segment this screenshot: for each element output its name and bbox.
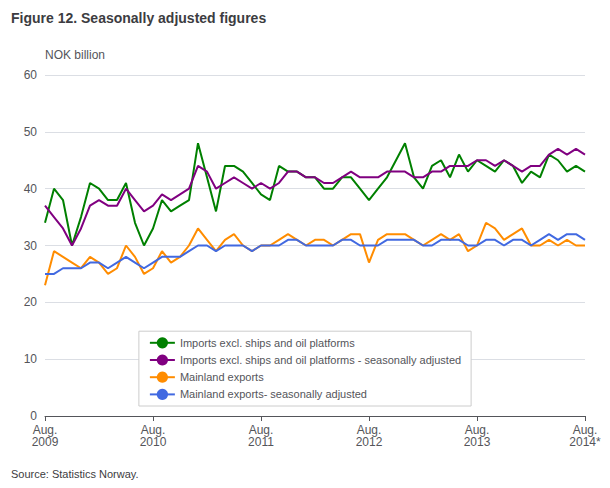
svg-text:0: 0 (30, 409, 37, 423)
svg-text:Aug.: Aug. (356, 423, 382, 437)
svg-text:2012: 2012 (356, 435, 383, 449)
svg-text:Aug.: Aug. (140, 423, 166, 437)
svg-text:Imports excl. ships and oil pl: Imports excl. ships and oil platforms (180, 337, 355, 349)
svg-text:Imports excl. ships and oil pl: Imports excl. ships and oil platforms - … (180, 354, 461, 366)
svg-text:2010: 2010 (140, 435, 167, 449)
svg-text:Source: Statistics Norway.: Source: Statistics Norway. (11, 468, 139, 480)
svg-text:2013: 2013 (464, 435, 491, 449)
svg-text:Aug.: Aug. (572, 423, 598, 437)
svg-text:2011: 2011 (248, 435, 274, 449)
svg-text:60: 60 (24, 68, 38, 82)
svg-text:Figure 12. Seasonally adjusted: Figure 12. Seasonally adjusted figures (11, 10, 266, 26)
svg-text:Aug.: Aug. (464, 423, 490, 437)
svg-text:10: 10 (24, 352, 38, 366)
svg-text:30: 30 (24, 239, 38, 253)
svg-text:2009: 2009 (32, 435, 59, 449)
svg-text:Aug.: Aug. (248, 423, 274, 437)
svg-text:Mainland exports- seasonally a: Mainland exports- seasonally adjusted (180, 388, 367, 400)
svg-text:NOK billion: NOK billion (45, 48, 105, 62)
svg-text:20: 20 (24, 295, 38, 309)
svg-text:50: 50 (24, 125, 38, 139)
svg-text:40: 40 (24, 182, 38, 196)
svg-text:Mainland exports: Mainland exports (180, 371, 264, 383)
svg-text:Aug.: Aug. (32, 423, 58, 437)
svg-text:2014*: 2014* (569, 435, 601, 449)
